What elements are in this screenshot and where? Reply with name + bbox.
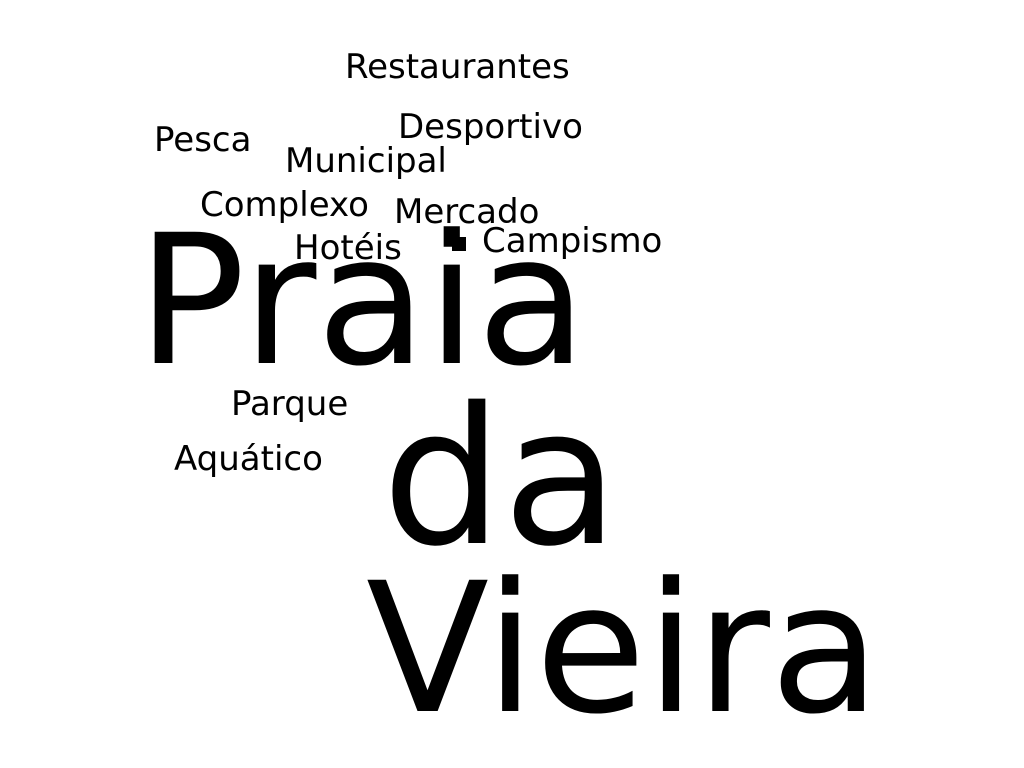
word-parque: Parque bbox=[231, 384, 349, 424]
word-hoteis: Hotéis bbox=[294, 228, 402, 268]
word-desportivo: Desportivo bbox=[398, 107, 583, 147]
word-campismo: Campismo bbox=[482, 221, 663, 261]
word-aquatico: Aquático bbox=[174, 439, 323, 479]
word-vieira: Vieira bbox=[366, 545, 881, 754]
square-bullet-icon bbox=[452, 237, 466, 251]
word-pesca: Pesca bbox=[154, 120, 252, 160]
word-municipal: Municipal bbox=[285, 141, 447, 181]
word-praia: Praia bbox=[137, 197, 587, 406]
word-complexo: Complexo bbox=[200, 185, 369, 225]
word-restaurantes: Restaurantes bbox=[345, 47, 570, 87]
word-da: da bbox=[382, 367, 620, 588]
word-mercado: Mercado bbox=[394, 192, 540, 232]
